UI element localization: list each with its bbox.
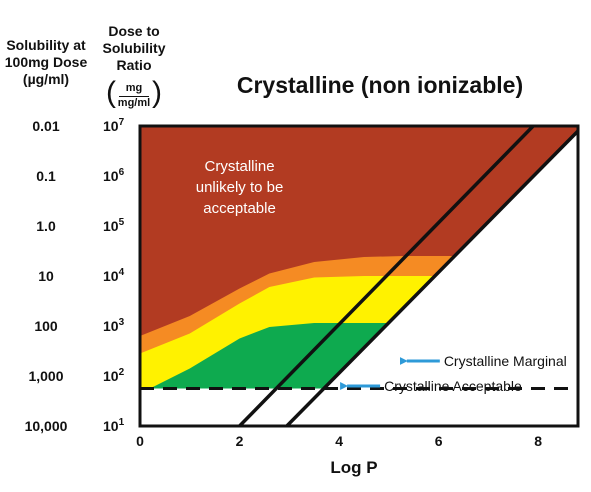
x-tick-label: 4 xyxy=(335,433,343,449)
axis-ticks: 0 2 4 6 8 Log P 107 106 105 104 103 102 101 0.01 0.1 1.… xyxy=(25,117,543,477)
x-tick-label: 6 xyxy=(435,433,443,449)
x-tick-label: 2 xyxy=(236,433,244,449)
solubility-tick-label: 1.0 xyxy=(36,218,56,234)
diagonal-line-2 xyxy=(285,129,578,426)
solubility-tick-label: 1,000 xyxy=(28,368,63,384)
ratio-tick-label: 103 xyxy=(103,317,125,334)
ratio-tick-label: 104 xyxy=(103,267,125,284)
solubility-tick-label: 10 xyxy=(38,268,54,284)
x-axis-title: Log P xyxy=(330,458,377,477)
solubility-axis-header: Solubility at 100mg Dose (µg/ml) xyxy=(4,37,88,87)
ratio-tick-label: 102 xyxy=(103,367,125,384)
x-tick-label: 0 xyxy=(136,433,144,449)
solubility-tick-label: 10,000 xyxy=(25,418,68,434)
annotations: Crystalline unlikely to be acceptable Cryst… xyxy=(196,158,567,394)
ratio-unit-fraction: ( mg mg/ml ) xyxy=(104,76,164,111)
chart-title: Crystalline (non ionizable) xyxy=(236,72,524,98)
annotation-label: Crystalline Marginal xyxy=(444,353,567,369)
annotation-label: Crystalline Acceptable xyxy=(384,378,522,394)
plot-regions xyxy=(140,126,578,426)
region-below-baseline xyxy=(140,388,578,426)
ratio-tick-label: 101 xyxy=(103,417,125,434)
region-acceptable xyxy=(140,323,394,394)
plot-frame xyxy=(138,124,580,428)
right-paren: ) xyxy=(152,76,162,109)
ratio-axis-header: Dose to Solubility Ratio xyxy=(102,23,166,73)
boundary-lines xyxy=(140,126,578,426)
diagonal-line-1 xyxy=(238,126,535,426)
region-label-unacceptable: Crystalline unlikely to be acceptable xyxy=(196,158,284,217)
ratio-tick-label: 105 xyxy=(103,217,125,234)
ratio-tick-label: 107 xyxy=(103,117,125,134)
solubility-tick-label: 0.1 xyxy=(36,168,56,184)
ratio-unit-denominator: mg/ml xyxy=(117,97,151,109)
ratio-unit-numerator: mg xyxy=(125,82,143,94)
solubility-tick-label: 100 xyxy=(34,318,58,334)
left-paren: ( xyxy=(106,76,116,109)
x-tick-label: 8 xyxy=(534,433,542,449)
solubility-tick-label: 0.01 xyxy=(32,118,59,134)
fraction-bar xyxy=(119,96,149,97)
ratio-tick-label: 106 xyxy=(103,167,125,184)
